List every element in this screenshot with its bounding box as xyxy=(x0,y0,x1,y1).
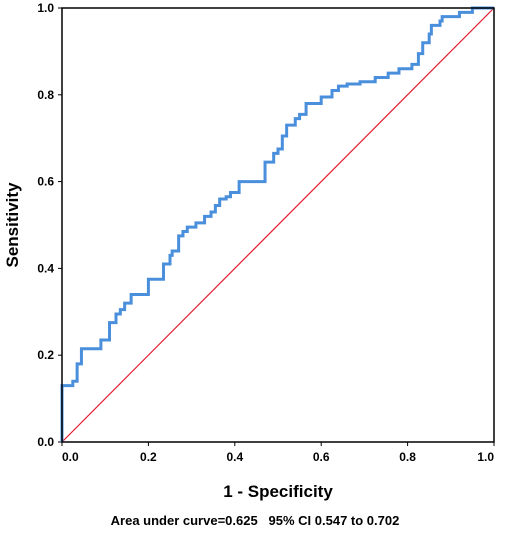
y-tick-labels: 0.0 0.2 0.4 0.6 0.8 1.0 xyxy=(37,1,54,449)
x-axis-title: 1 - Specificity xyxy=(223,482,333,501)
y-tick-label: 0.2 xyxy=(37,348,54,362)
reference-diagonal-line xyxy=(61,7,495,443)
x-tick-label: 0.4 xyxy=(226,450,243,464)
x-tick-labels: 0.0 0.2 0.4 0.6 0.8 1.0 xyxy=(62,450,494,464)
y-tick-label: 1.0 xyxy=(37,1,54,15)
roc-curve-line xyxy=(60,6,494,442)
y-tick-label: 0.8 xyxy=(37,88,54,102)
x-tick-label: 0.0 xyxy=(62,450,79,464)
plot-frame xyxy=(61,7,495,443)
series-layer xyxy=(60,6,495,443)
x-tick-label: 0.2 xyxy=(140,450,157,464)
y-tick-label: 0.4 xyxy=(37,261,54,275)
roc-chart: 0.0 0.2 0.4 0.6 0.8 1.0 0.0 0.2 0.4 0.6 0.8 1.0 1 … xyxy=(3,1,495,501)
y-tick-label: 0.0 xyxy=(37,435,54,449)
x-tick-label: 0.8 xyxy=(399,450,416,464)
y-axis-title: Sensitivity xyxy=(3,182,22,268)
y-tick-label: 0.6 xyxy=(37,175,54,189)
x-tick-label: 1.0 xyxy=(477,450,494,464)
auc-annotation: Area under curve=0.625 95% CI 0.547 to 0… xyxy=(110,513,400,528)
x-tick-label: 0.6 xyxy=(313,450,330,464)
